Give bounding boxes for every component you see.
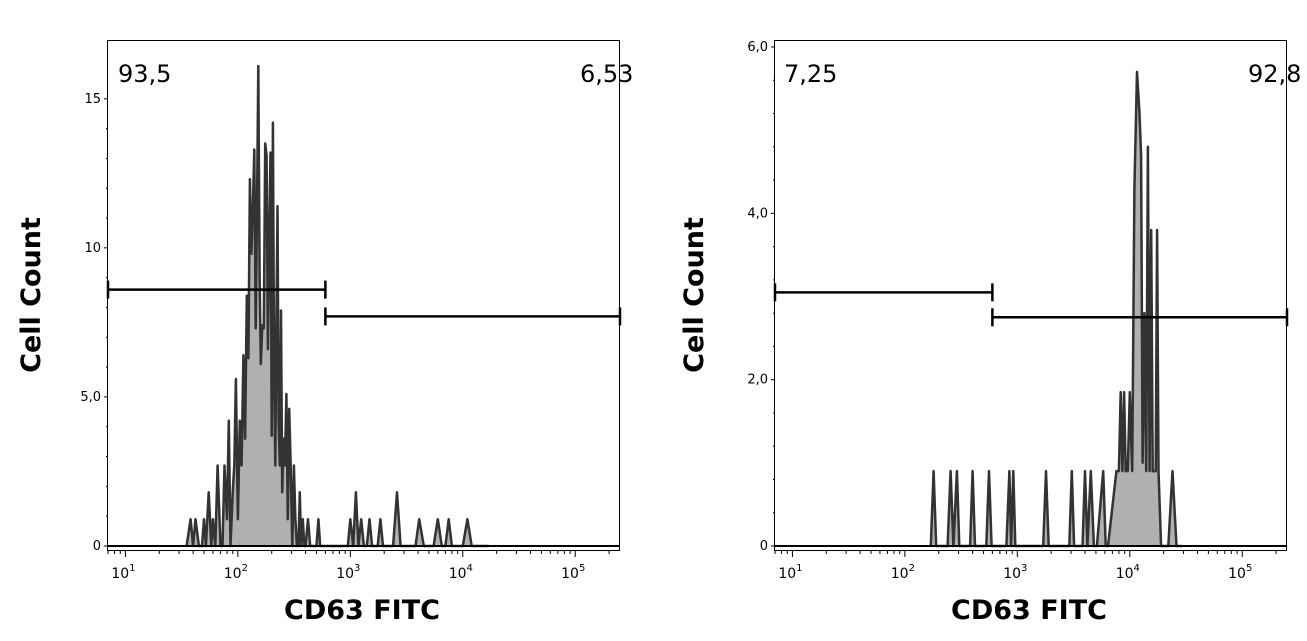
y-tick-label: 0 (760, 539, 768, 554)
x-tick-label: 105 (561, 563, 585, 582)
histogram-fill (930, 71, 1182, 547)
plot-frame-right (774, 40, 1287, 551)
y-tick-label: 6,0 (747, 40, 768, 55)
y-tick-label: 2,0 (747, 373, 768, 388)
x-tick-label: 102 (224, 563, 248, 582)
histogram-fill (186, 66, 489, 546)
y-tick-label: 0 (93, 539, 101, 554)
x-tick-label: 103 (336, 563, 360, 582)
gate-percent-label: 6,53 (580, 60, 633, 88)
plot-area-right: 0 2,0 4,0 6,0 101 102 103 104 105 7,25 92,8 (747, 40, 1301, 582)
plot-frame-left (107, 40, 620, 551)
plot-area-left: 0 5,0 10 15 101 102 103 104 105 93,5 6,53 (80, 60, 633, 582)
gate-percent-label: 7,25 (784, 60, 837, 88)
y-axis-label-left: Cell Count (16, 217, 47, 373)
y-tick-label: 4,0 (747, 206, 768, 221)
y-tick-label: 15 (84, 92, 101, 107)
gate-percent-label: 93,5 (118, 60, 171, 88)
x-tick-label: 101 (778, 563, 802, 582)
x-tick-label: 104 (1116, 563, 1140, 582)
histogram-line (185, 64, 489, 548)
y-tick-label: 10 (84, 241, 101, 256)
x-tick-label: 101 (111, 563, 135, 582)
x-axis-label-right: CD63 FITC (951, 595, 1107, 626)
y-tick-label: 5,0 (80, 390, 101, 405)
histogram-panel-right: Cell Count CD63 FITC 0 2,0 4,0 6,0 101 102 103… (679, 40, 1301, 626)
x-tick-label: 103 (1003, 563, 1027, 582)
x-tick-label: 105 (1228, 563, 1252, 582)
x-axis-label-left: CD63 FITC (284, 595, 440, 626)
x-tick-label: 102 (891, 563, 915, 582)
y-axis-label-right: Cell Count (679, 217, 710, 373)
histogram-panel-left: Cell Count CD63 FITC 0 5,0 10 15 101 102 103 10… (16, 40, 633, 626)
gate-percent-label: 92,8 (1248, 60, 1301, 88)
x-tick-label: 104 (449, 563, 473, 582)
